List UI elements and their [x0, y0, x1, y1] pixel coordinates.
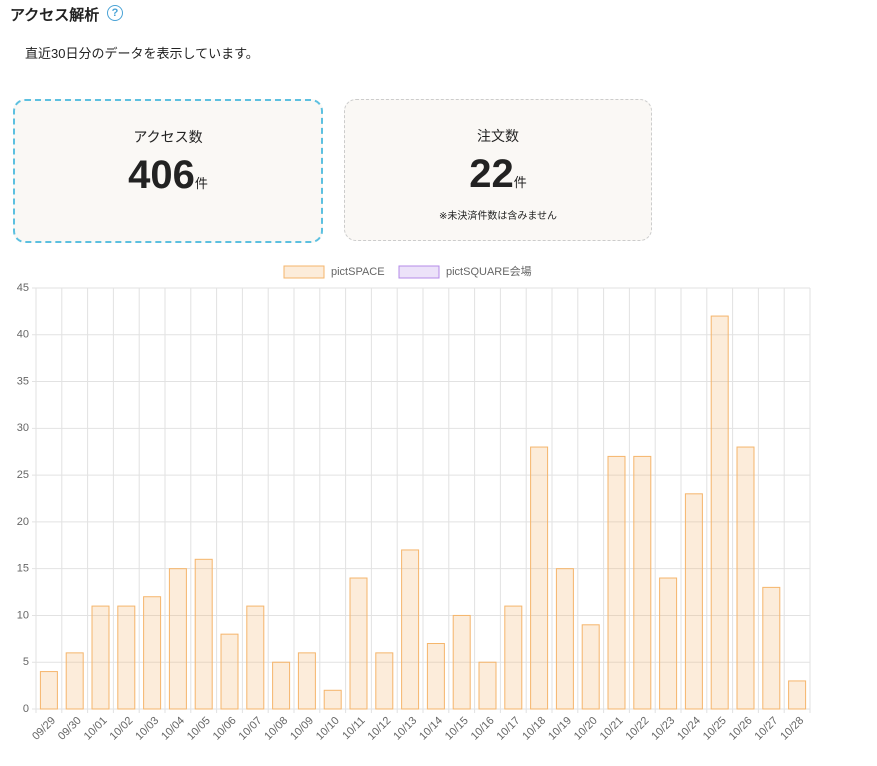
access-card: アクセス数 406件 [13, 99, 323, 243]
x-tick-label: 10/26 [727, 715, 755, 743]
y-tick-label: 30 [17, 422, 29, 434]
legend-swatch [283, 265, 325, 279]
x-tick-label: 10/14 [417, 715, 445, 743]
x-tick-label: 10/22 [624, 715, 652, 743]
x-tick-label: 10/01 [82, 715, 110, 743]
bar [375, 652, 394, 710]
x-tick-label: 10/21 [598, 715, 626, 743]
bar [39, 671, 58, 710]
bar [607, 455, 626, 710]
x-tick-label: 10/28 [778, 715, 806, 743]
bar [684, 493, 703, 710]
x-tick-label: 10/05 [185, 715, 213, 743]
bar [710, 315, 729, 710]
bar [349, 577, 368, 710]
legend-label: pictSPACE [331, 266, 385, 278]
x-tick-label: 10/08 [262, 715, 290, 743]
x-tick-label: 10/06 [211, 715, 239, 743]
card-unit: 件 [513, 175, 527, 190]
y-tick-label: 40 [17, 329, 29, 341]
y-tick-label: 25 [17, 469, 29, 481]
x-tick-label: 10/09 [288, 715, 316, 743]
bar [659, 577, 678, 710]
card-value: 22件 [345, 152, 651, 205]
page-title: アクセス解析 [10, 7, 100, 24]
bar [788, 680, 807, 710]
y-tick-label: 10 [17, 609, 29, 621]
chart: 0 5 10 15 20 25 30 35 40 45 pictSPACE pictSQUARE会場 0… [17, 265, 811, 743]
bar [401, 549, 420, 710]
bar [246, 605, 265, 710]
bar [143, 596, 162, 710]
x-tick-label: 10/16 [469, 715, 497, 743]
card-label: 注文数 [477, 128, 519, 144]
card-value: 406件 [15, 153, 321, 206]
x-tick-label: 10/27 [753, 715, 781, 743]
bar [117, 605, 136, 710]
card-number: 22 [469, 152, 514, 196]
x-tick-label: 10/07 [237, 715, 265, 743]
y-tick-label: 35 [17, 375, 29, 387]
x-tick-label: 10/15 [443, 715, 471, 743]
legend-swatch [398, 265, 440, 279]
card-unit: 件 [194, 176, 208, 191]
bar [220, 633, 239, 710]
bar [91, 605, 110, 710]
legend-label: pictSQUARE会場 [446, 265, 532, 278]
help-icon[interactable]: ? [107, 5, 123, 21]
x-tick-label: 10/18 [520, 715, 548, 743]
x-tick-label: 10/17 [495, 715, 523, 743]
bar [168, 568, 187, 710]
x-tick-label: 10/10 [314, 715, 342, 743]
x-tick-label: 10/25 [701, 715, 729, 743]
x-tick-label: 09/29 [30, 715, 58, 743]
bar [504, 605, 523, 710]
y-tick-label: 45 [17, 282, 29, 294]
bar [530, 446, 549, 710]
bar [65, 652, 84, 710]
y-tick-label: 15 [17, 563, 29, 575]
x-tick-label: 10/24 [675, 715, 703, 743]
x-tick-label: 10/19 [546, 715, 574, 743]
x-tick-label: 10/02 [108, 715, 136, 743]
card-note: ※未決済件数は含みません [438, 211, 558, 222]
card-number: 406 [128, 153, 195, 197]
x-tick-label: 10/23 [649, 715, 677, 743]
bar [555, 568, 574, 710]
bar [736, 446, 755, 710]
bar [323, 689, 342, 710]
y-tick-label: 0 [23, 703, 29, 715]
bar [478, 661, 497, 710]
card-label: アクセス数 [133, 129, 203, 145]
x-tick-label: 10/12 [366, 715, 394, 743]
description: 直近30日分のデータを表示しています。 [25, 46, 259, 61]
y-tick-label: 5 [23, 656, 29, 668]
bar [633, 455, 652, 710]
bar [194, 558, 213, 710]
y-tick-label: 20 [17, 516, 29, 528]
x-tick-label: 10/13 [391, 715, 419, 743]
order-card: 注文数 22件 ※未決済件数は含みません [344, 99, 652, 241]
bar [426, 643, 445, 710]
bar [452, 614, 471, 710]
x-tick-label: 10/03 [133, 715, 161, 743]
bar [272, 661, 291, 710]
bar [297, 652, 316, 710]
x-tick-label: 10/11 [340, 715, 367, 742]
x-tick-label: 10/20 [572, 715, 600, 743]
bar [762, 586, 781, 710]
x-tick-label: 09/30 [56, 715, 84, 743]
x-tick-label: 10/04 [159, 715, 187, 743]
bar [581, 624, 600, 710]
